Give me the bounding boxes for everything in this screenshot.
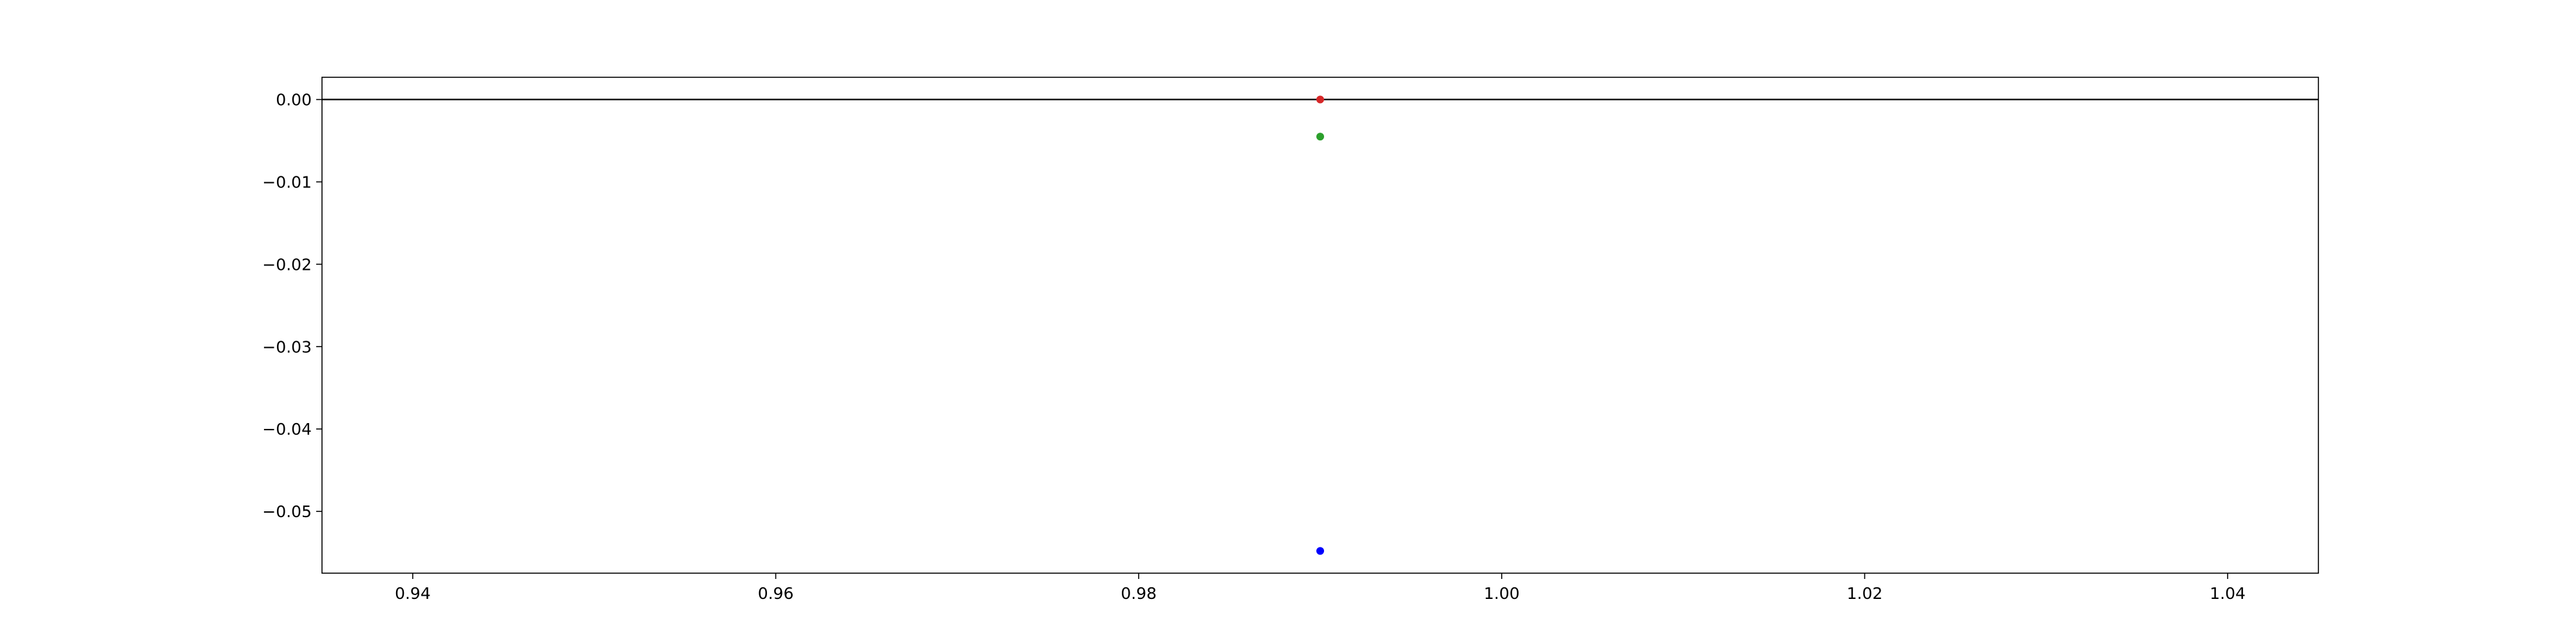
x-tick-label: 1.02 bbox=[1847, 584, 1883, 603]
y-tick-label: −0.02 bbox=[262, 255, 312, 274]
x-tick-label: 0.98 bbox=[1121, 584, 1157, 603]
plot-frame bbox=[321, 77, 2319, 574]
y-tick-label: −0.04 bbox=[262, 420, 312, 439]
y-tick-label: −0.03 bbox=[262, 337, 312, 356]
y-tick-label: −0.01 bbox=[262, 173, 312, 191]
y-tick-label: 0.00 bbox=[276, 91, 312, 109]
x-tick-label: 0.96 bbox=[758, 584, 794, 603]
y-tick-label: −0.05 bbox=[262, 502, 312, 521]
x-tick-label: 1.04 bbox=[2210, 584, 2246, 603]
x-tick-label: 1.00 bbox=[1484, 584, 1520, 603]
x-tick-label: 0.94 bbox=[395, 584, 431, 603]
chart-marks bbox=[322, 95, 2318, 555]
data-point-series-2-1 bbox=[1316, 133, 1324, 141]
data-point-series-1-1 bbox=[1316, 95, 1324, 104]
y-axis: 0.00 −0.01 −0.02 −0.03 −0.04 −0.05 bbox=[262, 91, 322, 521]
data-point-series-3-1 bbox=[1316, 547, 1324, 555]
x-axis: 0.94 0.96 0.98 1.00 1.02 1.04 bbox=[395, 573, 2246, 603]
